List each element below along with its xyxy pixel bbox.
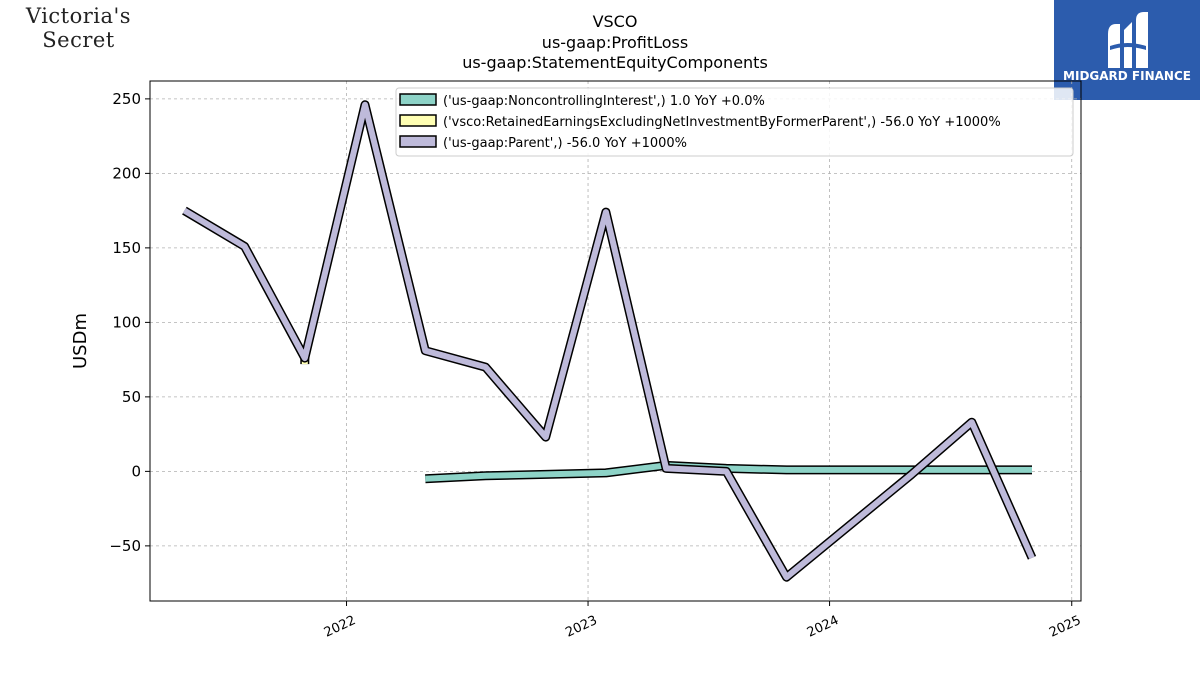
legend-swatch-0: [399, 93, 437, 106]
y-tick-label: 0: [131, 462, 141, 480]
y-tick-label: 200: [112, 164, 141, 182]
legend-entry-0: ('us-gaap:NoncontrollingInterest',) 1.0 …: [443, 94, 765, 109]
x-axis: 2022 2023 2024 2025: [322, 601, 1083, 641]
legend-entry-1: ('vsco:RetainedEarningsExcludingNetInves…: [443, 115, 1001, 130]
chart-title-line-1: VSCO: [593, 12, 638, 31]
y-tick-label: 150: [112, 239, 141, 257]
logo-line-2: Secret: [42, 28, 115, 52]
legend-swatch-2: [399, 135, 437, 148]
chart-title-line-2: us-gaap:ProfitLoss: [542, 33, 688, 52]
legend-box: [395, 87, 1074, 157]
legend-swatch-1: [399, 114, 437, 127]
midgard-finance-logo: MIDGARD FINANCE: [1054, 0, 1200, 100]
y-tick-label: 250: [112, 90, 141, 108]
midgard-mark-icon: [1108, 12, 1148, 68]
x-tick-label: 2022: [322, 613, 358, 641]
x-tick-label: 2024: [805, 613, 841, 641]
x-tick-label: 2023: [563, 613, 599, 641]
chart-title-line-3: us-gaap:StatementEquityComponents: [462, 53, 768, 72]
gridlines: [150, 81, 1081, 601]
plot-area-frame: [149, 80, 1082, 602]
x-tick-label: 2025: [1047, 613, 1083, 641]
y-tick-label: −50: [109, 537, 141, 555]
logo-line-1: Victoria's: [25, 4, 132, 28]
legend-entry-2: ('us-gaap:Parent',) -56.0 YoY +1000%: [443, 136, 687, 151]
y-tick-label: 50: [122, 388, 141, 406]
series-lines: [182, 100, 1037, 582]
y-axis-label: USDm: [70, 313, 91, 369]
y-axis: 250 200 150 100 50 0 −50: [109, 90, 150, 555]
chart-title: VSCO us-gaap:ProfitLoss us-gaap:Statemen…: [462, 12, 768, 72]
y-tick-label: 100: [112, 313, 141, 331]
victorias-secret-logo: Victoria's Secret: [6, 4, 151, 52]
midgard-finance-wordmark: MIDGARD FINANCE: [1063, 69, 1191, 83]
legend: ('us-gaap:NoncontrollingInterest',) 1.0 …: [395, 87, 1074, 157]
series-2-line: [182, 101, 1035, 581]
